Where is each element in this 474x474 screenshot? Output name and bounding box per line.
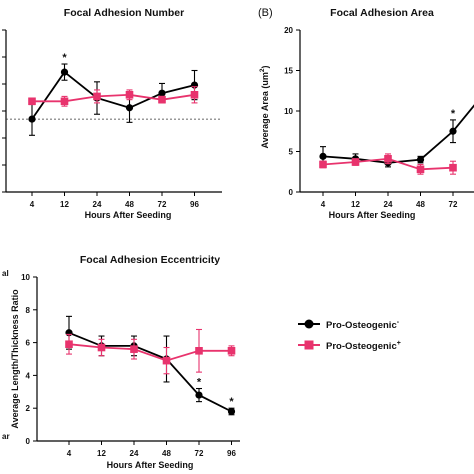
data-point-square xyxy=(227,347,236,355)
data-point-circle xyxy=(416,156,425,164)
x-tick-label: 96 xyxy=(227,449,236,458)
data-point-square xyxy=(162,356,171,365)
data-point-square xyxy=(195,347,203,355)
x-axis-label-area: Hours After Seeding xyxy=(329,210,416,220)
series-line-minus xyxy=(68,331,232,413)
x-tick-label: 48 xyxy=(162,449,171,458)
y-tick-label: 2 xyxy=(26,404,31,413)
data-point-circle xyxy=(319,152,327,160)
data-point-square xyxy=(65,340,73,349)
chart-title-area: Focal Adhesion Area xyxy=(330,7,434,19)
legend-item-minus: Pro-Osteogenic- xyxy=(298,319,400,331)
data-point-square xyxy=(449,163,457,172)
data-point-square xyxy=(60,97,69,106)
series-line-plus xyxy=(68,343,232,362)
y-axis-label-eccentricity: Average Length/Thickness Ratio xyxy=(10,289,20,429)
data-point-square xyxy=(416,165,425,174)
x-tick-label: 24 xyxy=(93,200,102,209)
data-point-square xyxy=(93,92,101,101)
data-point-circle xyxy=(227,407,236,416)
y-tick-label: 0 xyxy=(26,437,31,446)
chart-title-eccentricity: Focal Adhesion Eccentricity xyxy=(80,254,220,266)
legend-label-plus: Pro-Osteogenic+ xyxy=(326,340,401,352)
x-tick-label: 4 xyxy=(67,449,72,458)
x-tick-label: 12 xyxy=(60,200,69,209)
y-tick-label: 8 xyxy=(26,306,31,315)
legend: Pro-Osteogenic- Pro-Osteogenic+ xyxy=(298,319,401,352)
y-tick-label: 0 xyxy=(289,188,294,197)
panel-label-b: (B) xyxy=(258,7,273,19)
x-tick-label: 72 xyxy=(195,449,204,458)
legend-marker-circle xyxy=(304,319,314,329)
left-edge-label-bottom: ar xyxy=(2,432,10,441)
chart-title-number: Focal Adhesion Number xyxy=(64,7,184,19)
panel-focal-adhesion-number: Focal Adhesion Number Hours After Seedin… xyxy=(2,7,222,220)
data-point-square xyxy=(130,345,138,353)
series-line-minus xyxy=(322,104,474,164)
data-point-circle xyxy=(28,115,36,123)
x-tick-label: 12 xyxy=(97,449,106,458)
series-line-minus xyxy=(31,70,195,120)
panel-focal-adhesion-area: (B) Focal Adhesion Area Hours After Seed… xyxy=(258,7,474,220)
x-tick-label: 4 xyxy=(321,200,326,209)
y-tick-label: 15 xyxy=(284,67,293,76)
data-point-square xyxy=(158,95,166,104)
x-tick-label: 96 xyxy=(190,200,199,209)
data-point-square xyxy=(351,158,360,166)
y-axis-label-area: Average Area (um2) xyxy=(259,66,270,149)
x-axis-label-eccentricity: Hours After Seeding xyxy=(107,460,194,470)
left-edge-label-top: al xyxy=(2,269,9,278)
significance-star: * xyxy=(229,396,234,408)
data-point-circle xyxy=(195,391,203,399)
x-tick-label: 12 xyxy=(351,200,360,209)
data-point-square xyxy=(319,160,327,169)
data-point-circle xyxy=(60,68,69,76)
series-line-plus xyxy=(32,93,195,103)
legend-marker-square xyxy=(304,340,314,350)
data-point-circle xyxy=(158,89,166,97)
panel-focal-adhesion-eccentricity: Focal Adhesion Eccentricity Hours After … xyxy=(2,254,240,470)
x-tick-label: 48 xyxy=(416,200,425,209)
x-tick-label: 4 xyxy=(30,200,35,209)
y-tick-label: 5 xyxy=(289,148,294,157)
y-tick-label: 10 xyxy=(21,273,30,282)
x-tick-label: 24 xyxy=(384,200,393,209)
x-axis-label-number: Hours After Seeding xyxy=(85,210,172,220)
legend-label-minus: Pro-Osteogenic- xyxy=(326,319,400,331)
y-tick-label: 6 xyxy=(26,339,31,348)
data-point-square xyxy=(125,91,134,99)
x-tick-label: 72 xyxy=(158,200,167,209)
significance-star: * xyxy=(62,52,67,64)
data-point-square xyxy=(28,97,36,106)
data-point-circle xyxy=(125,104,134,112)
data-point-circle xyxy=(449,127,457,135)
y-tick-label: 10 xyxy=(284,107,293,116)
data-point-square xyxy=(384,154,392,163)
x-tick-label: 48 xyxy=(125,200,134,209)
significance-star: * xyxy=(197,377,202,389)
data-point-square xyxy=(97,343,106,352)
data-point-square xyxy=(190,91,199,99)
y-tick-label: 20 xyxy=(284,26,293,35)
x-tick-label: 72 xyxy=(449,200,458,209)
legend-item-plus: Pro-Osteogenic+ xyxy=(298,340,401,352)
x-tick-label: 24 xyxy=(130,449,139,458)
y-tick-label: 4 xyxy=(26,371,31,380)
significance-star: * xyxy=(451,108,456,120)
